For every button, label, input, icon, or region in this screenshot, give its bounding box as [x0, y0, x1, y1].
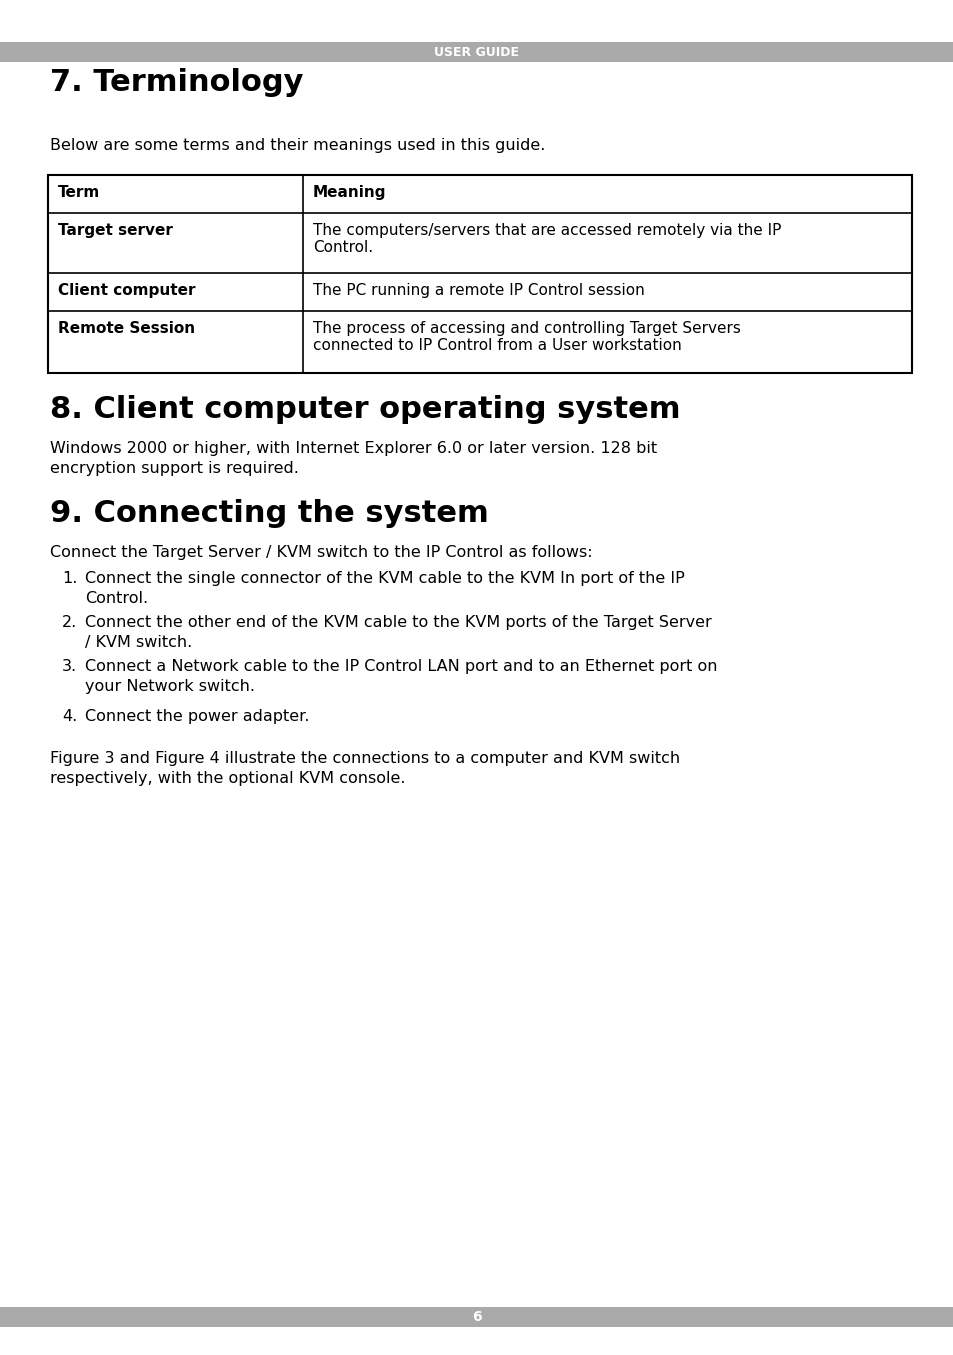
- Text: Term: Term: [58, 186, 100, 201]
- Text: Client computer: Client computer: [58, 283, 195, 298]
- Bar: [0, 42, 953, 62]
- Text: Remote Session: Remote Session: [58, 321, 195, 336]
- Text: Connect the power adapter.: Connect the power adapter.: [85, 709, 309, 724]
- Text: Connect the single connector of the KVM cable to the KVM In port of the IP
Contr: Connect the single connector of the KVM …: [85, 570, 684, 606]
- Text: 6: 6: [472, 1310, 481, 1324]
- Text: 2.: 2.: [62, 615, 77, 630]
- Text: The PC running a remote IP Control session: The PC running a remote IP Control sessi…: [313, 283, 644, 298]
- Text: 9. Connecting the system: 9. Connecting the system: [50, 499, 488, 528]
- Text: 1.: 1.: [62, 570, 77, 585]
- Text: Windows 2000 or higher, with Internet Explorer 6.0 or later version. 128 bit
enc: Windows 2000 or higher, with Internet Ex…: [50, 440, 657, 476]
- Text: 8. Client computer operating system: 8. Client computer operating system: [50, 396, 679, 424]
- Text: USER GUIDE: USER GUIDE: [434, 46, 519, 58]
- Text: Meaning: Meaning: [313, 186, 386, 201]
- Bar: [0, 1308, 953, 1327]
- Text: Connect the other end of the KVM cable to the KVM ports of the Target Server
/ K: Connect the other end of the KVM cable t…: [85, 615, 711, 650]
- Bar: [48, 175, 911, 373]
- Text: Below are some terms and their meanings used in this guide.: Below are some terms and their meanings …: [50, 138, 545, 153]
- Text: The process of accessing and controlling Target Servers
connected to IP Control : The process of accessing and controlling…: [313, 321, 740, 354]
- Text: Target server: Target server: [58, 224, 172, 238]
- Text: Figure 3 and Figure 4 illustrate the connections to a computer and KVM switch
re: Figure 3 and Figure 4 illustrate the con…: [50, 751, 679, 786]
- Text: 3.: 3.: [62, 659, 77, 673]
- Text: 7. Terminology: 7. Terminology: [50, 68, 303, 98]
- Text: 4.: 4.: [62, 709, 77, 724]
- Text: The computers/servers that are accessed remotely via the IP
Control.: The computers/servers that are accessed …: [313, 224, 781, 255]
- Text: Connect the Target Server / KVM switch to the IP Control as follows:: Connect the Target Server / KVM switch t…: [50, 545, 592, 560]
- Text: Connect a Network cable to the IP Control LAN port and to an Ethernet port on
yo: Connect a Network cable to the IP Contro…: [85, 659, 717, 694]
